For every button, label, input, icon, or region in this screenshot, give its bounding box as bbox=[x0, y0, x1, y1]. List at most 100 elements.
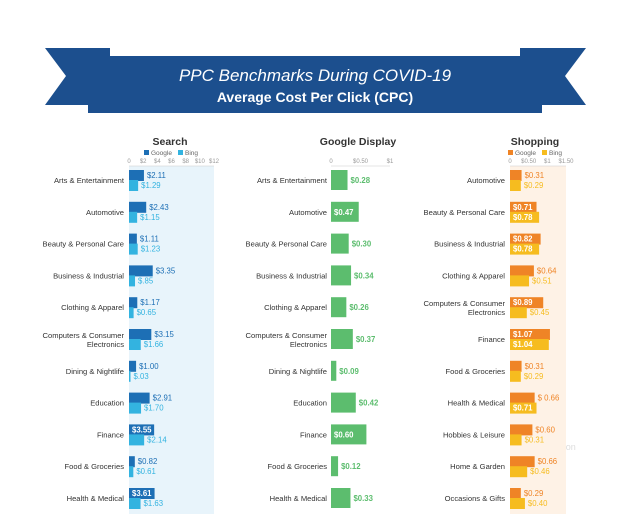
bar-bing bbox=[510, 211, 540, 223]
bar-bing bbox=[510, 243, 540, 255]
axis-tick-label: 0 bbox=[329, 159, 333, 165]
data-label-google: $3.61 bbox=[132, 489, 152, 498]
category-label: Food & Groceries bbox=[445, 367, 505, 376]
data-label-google: $0.60 bbox=[535, 425, 555, 434]
bar-bing bbox=[129, 402, 142, 414]
panel-title-shopping: Shopping bbox=[511, 136, 559, 148]
bar-bing bbox=[510, 180, 521, 191]
axis-tick-label: $1 bbox=[544, 159, 551, 165]
category-label: Hobbies & Leisure bbox=[443, 430, 505, 439]
bar-google bbox=[510, 329, 550, 340]
data-label-google: $2.11 bbox=[147, 171, 166, 180]
category-label: Clothing & Apparel bbox=[61, 303, 124, 312]
header-banner: PPC Benchmarks During COVID-19 Average C… bbox=[45, 48, 586, 113]
data-label-google: $2.43 bbox=[149, 203, 169, 212]
bar-display bbox=[331, 456, 339, 477]
data-label-bing: $1.63 bbox=[144, 499, 164, 508]
bar-google bbox=[129, 265, 153, 277]
data-label-bing: $0.65 bbox=[137, 308, 157, 317]
bar-display bbox=[331, 488, 351, 508]
data-label-display: $0.47 bbox=[334, 208, 354, 217]
category-label: Clothing & Apparel bbox=[264, 303, 327, 312]
category-label: Arts & Entertainment bbox=[54, 176, 125, 185]
panel-title-search: Search bbox=[152, 136, 187, 148]
category-label: Finance bbox=[478, 335, 505, 344]
bar-display bbox=[331, 329, 353, 349]
data-label-display: $0.34 bbox=[354, 271, 374, 280]
category-label: Dining & Nightlife bbox=[66, 367, 124, 376]
axis-tick-label: $12 bbox=[209, 159, 220, 165]
axis-tick-label: $4 bbox=[154, 159, 161, 165]
category-label: Finance bbox=[97, 430, 124, 439]
bar-bing bbox=[129, 180, 139, 191]
data-label-google: $0.89 bbox=[513, 298, 533, 307]
page-title: PPC Benchmarks During COVID-19 bbox=[179, 66, 452, 85]
data-label-google: $1.07 bbox=[513, 330, 533, 339]
category-label: Food & Groceries bbox=[64, 462, 124, 471]
axis-tick-label: $1.50 bbox=[558, 159, 574, 165]
data-label-display: $0.37 bbox=[356, 335, 376, 344]
bar-bing bbox=[510, 370, 521, 382]
data-label-bing: $1.66 bbox=[144, 340, 164, 349]
bar-bing bbox=[510, 275, 530, 287]
axis-tick-label: 0 bbox=[127, 159, 131, 165]
data-label-google: $0.66 bbox=[538, 457, 558, 466]
legend-swatch-bing bbox=[178, 150, 183, 155]
category-label: Computers & Consumer Electronics bbox=[43, 331, 125, 349]
axis-tick-label: $8 bbox=[182, 159, 189, 165]
axis-tick-label: $1 bbox=[387, 159, 394, 165]
data-label-google: $1.00 bbox=[139, 362, 159, 371]
category-label: Computers & Consumer Electronics bbox=[424, 299, 506, 317]
legend-shopping: Google Bing bbox=[508, 150, 562, 157]
legend-swatch-bing bbox=[542, 150, 547, 155]
data-label-bing: $1.04 bbox=[513, 340, 533, 349]
data-label-display: $0.33 bbox=[353, 494, 373, 503]
category-label: Finance bbox=[300, 430, 327, 439]
data-label-bing: $1.15 bbox=[140, 213, 160, 222]
axis-tick-label: $10 bbox=[195, 159, 206, 165]
data-label-display: $0.12 bbox=[341, 462, 361, 471]
bar-google bbox=[510, 456, 535, 468]
bar-google bbox=[510, 297, 544, 309]
bar-google bbox=[510, 424, 533, 436]
category-label: Home & Garden bbox=[450, 462, 505, 471]
data-label-google: $ 0.66 bbox=[538, 394, 560, 403]
category-label: Clothing & Apparel bbox=[442, 271, 505, 280]
data-label-display: $0.42 bbox=[359, 399, 379, 408]
bar-bing bbox=[510, 402, 537, 414]
legend-search: Google Bing bbox=[144, 150, 198, 157]
legend-label-google: Google bbox=[151, 150, 172, 157]
data-label-google: $0.82 bbox=[513, 235, 533, 244]
bar-bing bbox=[129, 498, 141, 509]
bar-bing bbox=[129, 434, 145, 446]
bar-bing bbox=[510, 307, 527, 319]
bar-display bbox=[331, 424, 367, 445]
category-label: Computers & Consumer Electronics bbox=[246, 331, 328, 349]
legend-label-bing: Bing bbox=[549, 150, 562, 157]
panel-shopping: 0 $0.50 $1 $1.50Automotive$0.31$0.29Beauty … bbox=[424, 159, 574, 514]
panel-display: 0 $0.50 $1 Arts & Entertainment $0.28 Automot… bbox=[246, 159, 394, 508]
panel-search: 0 $2 $4 $6 $8 $10 $12 Arts & Entertainment $2.11… bbox=[43, 159, 220, 514]
legend-swatch-google bbox=[144, 150, 149, 155]
bar-bing bbox=[129, 466, 134, 478]
ribbon-main bbox=[88, 56, 542, 113]
bar-bing bbox=[129, 275, 136, 287]
bar-google bbox=[129, 297, 138, 309]
bar-bing bbox=[510, 498, 525, 509]
category-label: Beauty & Personal Care bbox=[424, 208, 505, 217]
data-label-bing: $0.40 bbox=[528, 499, 548, 508]
category-label: Automotive bbox=[86, 208, 124, 217]
category-label: Health & Medical bbox=[270, 494, 328, 503]
data-label-bing: $0.31 bbox=[525, 435, 545, 444]
bar-google bbox=[129, 329, 152, 340]
category-label: Beauty & Personal Care bbox=[246, 240, 327, 249]
category-label: Arts & Entertainment bbox=[257, 176, 328, 185]
category-label: Health & Medical bbox=[67, 494, 125, 503]
bar-bing bbox=[129, 339, 141, 350]
category-label: Business & Industrial bbox=[53, 271, 124, 280]
bar-google bbox=[510, 201, 537, 213]
bar-google bbox=[510, 170, 522, 181]
legend-label-bing: Bing bbox=[185, 150, 198, 157]
axis-tick-label: 0 bbox=[508, 159, 512, 165]
